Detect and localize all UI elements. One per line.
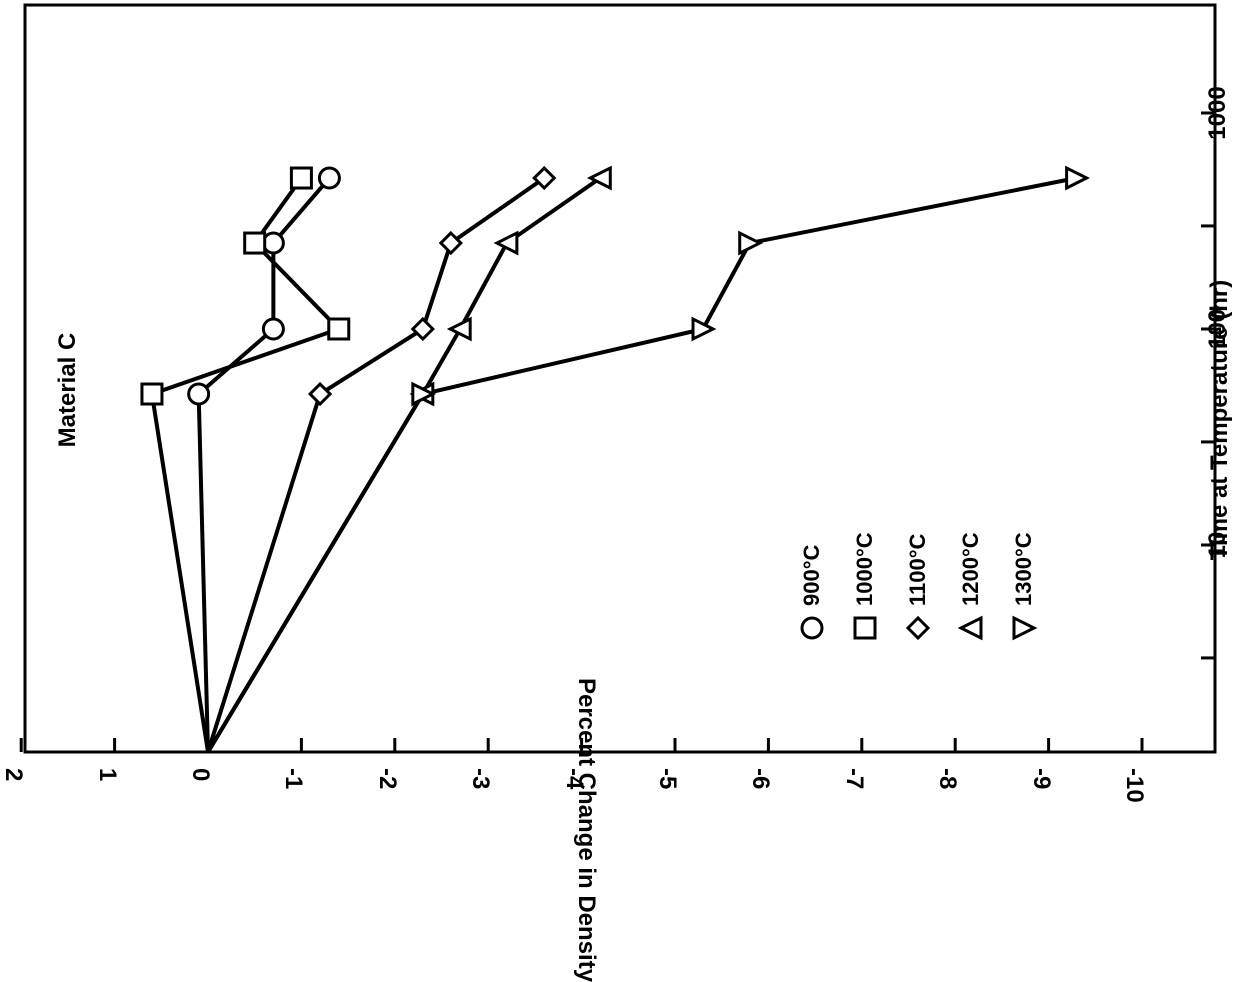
series-line-triangle-up xyxy=(206,176,602,754)
series-lines xyxy=(149,176,1078,754)
point-circle xyxy=(317,166,341,190)
legend-markers xyxy=(800,615,1038,641)
point-triangle-up xyxy=(446,316,472,342)
series-markers xyxy=(140,165,1090,407)
point-triangle-down xyxy=(691,316,717,342)
legend-marker-diamond xyxy=(905,615,931,641)
point-diamond xyxy=(438,230,463,256)
density-change-chart xyxy=(19,3,1217,754)
legend-marker-triangle-up xyxy=(957,615,983,641)
point-square xyxy=(327,317,351,341)
point-diamond xyxy=(410,316,435,342)
point-square xyxy=(243,231,267,255)
legend-marker-triangle-down xyxy=(1012,615,1038,641)
point-square xyxy=(140,382,164,406)
point-circle xyxy=(261,231,285,255)
legend-marker-square xyxy=(853,616,877,640)
axis-ticks xyxy=(19,111,1215,752)
plot-border xyxy=(23,3,1217,754)
point-triangle-down xyxy=(411,381,437,407)
point-triangle-up xyxy=(586,165,612,191)
point-circle xyxy=(261,317,285,341)
point-triangle-up xyxy=(493,230,519,256)
plot-frame xyxy=(23,3,1217,754)
point-triangle-down xyxy=(1065,165,1090,191)
point-square xyxy=(289,166,313,190)
series-line-square xyxy=(149,176,341,753)
point-diamond xyxy=(307,381,333,407)
point-circle xyxy=(187,382,211,406)
point-triangle-down xyxy=(738,230,764,256)
series-line-circle xyxy=(196,176,331,753)
series-line-triangle-down xyxy=(206,176,1078,754)
legend-marker-circle xyxy=(800,616,824,640)
point-diamond xyxy=(532,165,557,191)
